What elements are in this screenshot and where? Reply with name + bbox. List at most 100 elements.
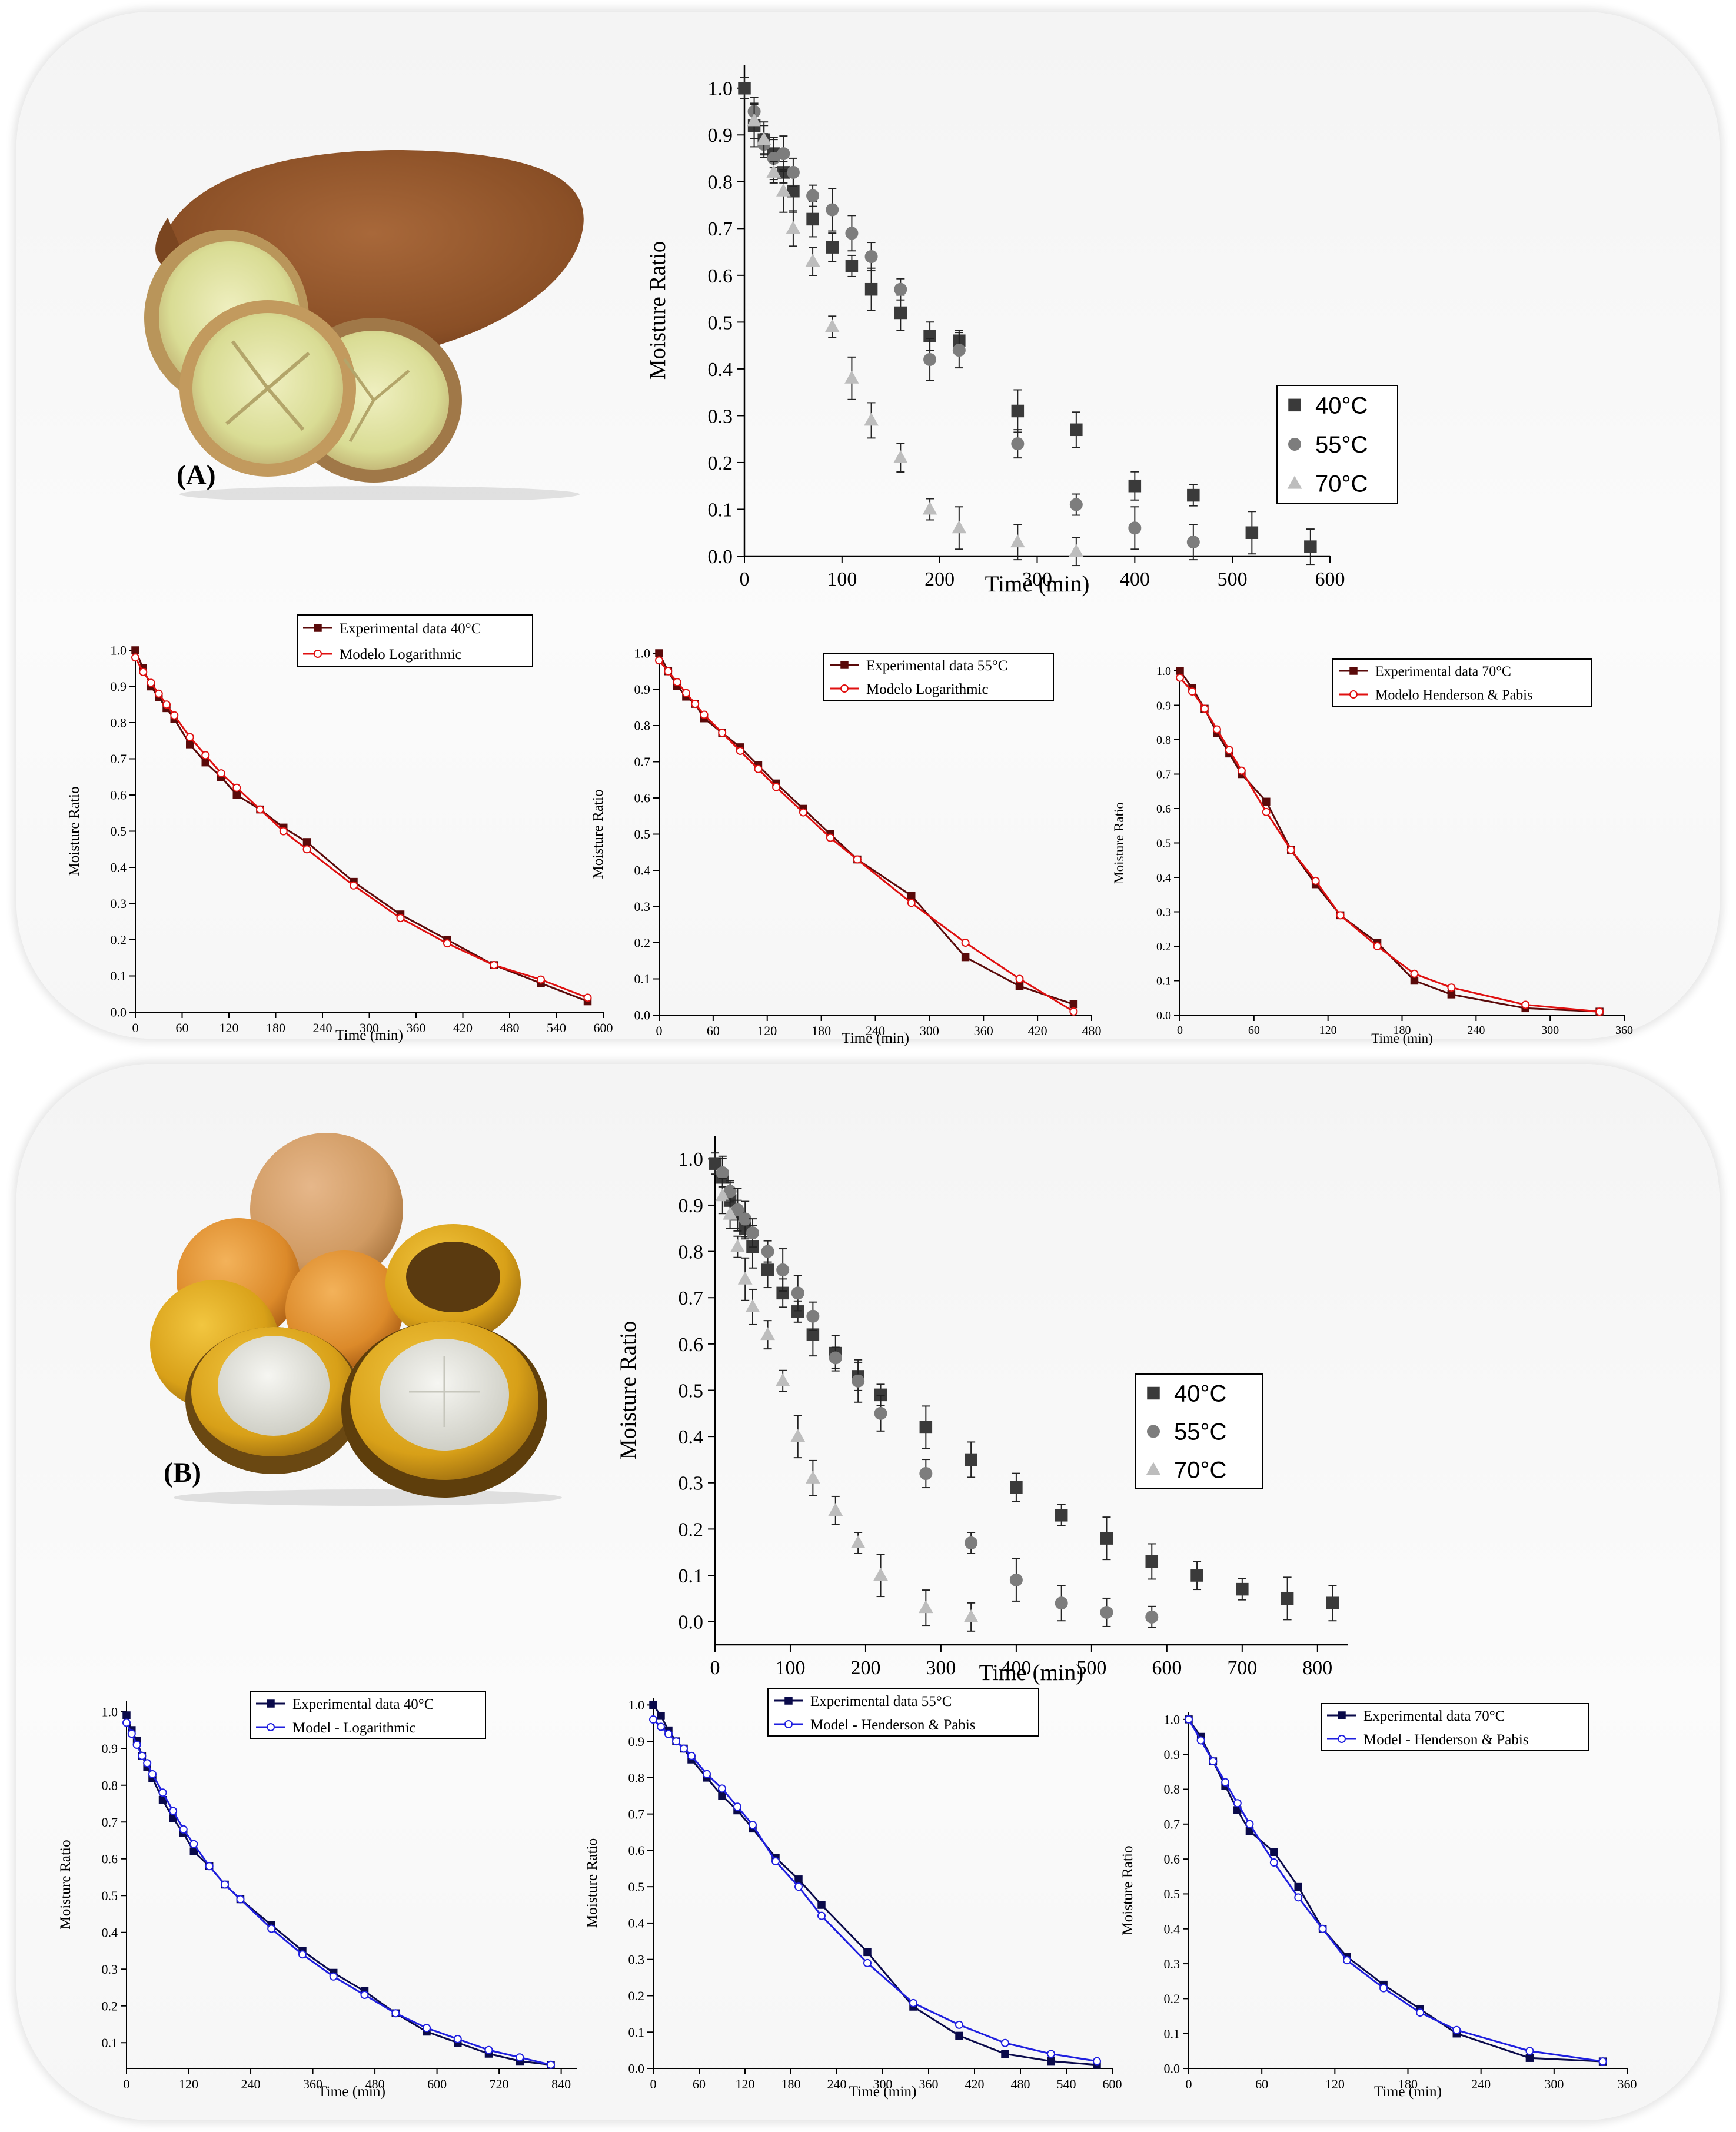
x-axis-title: Time (min) xyxy=(1371,1031,1433,1046)
data-point xyxy=(1010,1481,1023,1494)
data-point xyxy=(189,1840,198,1848)
data-point xyxy=(828,1502,843,1516)
y-tick-label: 0.5 xyxy=(628,1880,645,1894)
x-tick-label: 300 xyxy=(926,1657,956,1679)
x-tick-label: 480 xyxy=(1011,2077,1030,2091)
data-point xyxy=(1410,976,1419,985)
x-tick-label: 200 xyxy=(850,1657,880,1679)
y-tick-label: 0.2 xyxy=(111,933,127,947)
y-axis-title: Moisture Ratio xyxy=(1119,1845,1136,1935)
legend-marker xyxy=(1288,398,1301,412)
legend-label: 40°C xyxy=(1315,393,1368,418)
series-line xyxy=(1179,677,1600,1013)
data-point xyxy=(205,1862,214,1871)
series-line xyxy=(125,1722,551,2066)
data-point xyxy=(132,1741,141,1749)
y-tick-label: 1.0 xyxy=(628,1698,645,1712)
data-point xyxy=(1294,1882,1302,1891)
data-point xyxy=(961,939,970,947)
y-axis-title: Moisture Ratio xyxy=(645,241,670,380)
data-point xyxy=(1525,2054,1534,2062)
series-0 xyxy=(1185,1715,1607,2066)
x-tick-label: 600 xyxy=(427,2077,447,2091)
y-tick-label: 0.7 xyxy=(111,751,127,766)
data-point xyxy=(1187,488,1200,502)
y-tick-label: 0.8 xyxy=(1156,734,1171,747)
data-point xyxy=(423,2024,431,2033)
data-point xyxy=(453,2035,462,2043)
series-1 xyxy=(122,1718,556,2069)
legend-label: Experimental data 55°C xyxy=(866,658,1007,674)
x-tick-label: 300 xyxy=(1544,2077,1564,2091)
round-fruit-photo xyxy=(150,1133,562,1506)
chart-b-fit-55c: 0 60 120 180 240 300 360 420 480 540 600 0.0 0.1 0.2 0… xyxy=(584,1688,1122,2100)
data-point xyxy=(806,212,819,226)
data-point xyxy=(790,1429,806,1442)
legend: Experimental data 70°C Model - Henderson … xyxy=(1321,1703,1589,1751)
x-tick-label: 0 xyxy=(1186,2077,1192,2091)
y-tick-label: 0.9 xyxy=(708,125,733,147)
y-tick-label: 0.7 xyxy=(634,754,651,769)
legend-marker xyxy=(1288,438,1301,451)
x-tick-label: 100 xyxy=(827,568,857,590)
x-tick-label: 360 xyxy=(974,1023,993,1038)
x-tick-label: 600 xyxy=(594,1020,613,1035)
x-tick-label: 60 xyxy=(1248,1024,1260,1037)
legend-label: Model - Henderson & Pabis xyxy=(1363,1732,1529,1748)
x-tick-label: 240 xyxy=(1471,2077,1491,2091)
x-tick-label: 0 xyxy=(656,1023,663,1038)
data-point xyxy=(791,1286,804,1300)
legend-marker xyxy=(314,624,322,632)
data-point xyxy=(186,740,194,749)
data-point xyxy=(863,1948,872,1957)
data-point xyxy=(1069,1000,1078,1009)
data-point xyxy=(1447,990,1456,999)
y-tick-label: 0.3 xyxy=(1164,1957,1180,1971)
data-point xyxy=(718,729,727,737)
y-tick-label: 0.2 xyxy=(679,1519,704,1541)
x-tick-label: 180 xyxy=(1394,1024,1411,1037)
data-point xyxy=(1416,2008,1425,2017)
x-tick-label: 400 xyxy=(1120,568,1150,590)
y-tick-label: 0.9 xyxy=(1156,700,1171,713)
y-tick-label: 0.6 xyxy=(111,788,127,803)
series-0 xyxy=(738,77,1317,566)
x-tick-label: 840 xyxy=(551,2077,571,2091)
y-tick-label: 0.6 xyxy=(102,1851,118,1866)
y-tick-label: 0.2 xyxy=(102,1998,118,2013)
data-point xyxy=(267,1924,276,1933)
data-point xyxy=(1069,498,1083,511)
data-point xyxy=(715,1188,730,1202)
data-point xyxy=(1011,404,1025,418)
plot-area: 0 60 120 180 240 300 360 0.0 0.1 0.2 0.3 0.4 0.5 0.6 0… xyxy=(1112,665,1633,1046)
legend-box xyxy=(297,614,533,667)
series-line xyxy=(652,1704,1098,2066)
data-point xyxy=(919,1467,933,1481)
legend-box xyxy=(1332,658,1592,707)
x-tick-label: 0 xyxy=(740,568,750,590)
data-point xyxy=(1225,746,1233,754)
x-tick-label: 360 xyxy=(1615,1024,1633,1037)
legend-marker xyxy=(1338,1735,1346,1743)
x-tick-label: 60 xyxy=(693,2077,706,2091)
y-tick-label: 0.6 xyxy=(708,265,733,287)
x-tick-label: 400 xyxy=(1001,1657,1031,1679)
x-tick-label: 60 xyxy=(176,1020,189,1035)
y-tick-label: 0.2 xyxy=(1164,1991,1180,2006)
y-tick-label: 0.0 xyxy=(679,1612,704,1634)
y-tick-label: 0.4 xyxy=(679,1426,704,1448)
data-point xyxy=(829,1351,842,1365)
plot-area: 0 60 120 180 240 300 360 420 480 540 600 0.0 0.1 0.2 0… xyxy=(584,1698,1122,2100)
data-point xyxy=(907,892,916,900)
y-tick-label: 0.5 xyxy=(1164,1887,1180,1901)
data-point xyxy=(718,1784,726,1793)
data-point xyxy=(329,1972,338,1981)
y-axis-title: Moisture Ratio xyxy=(590,789,606,879)
legend-box xyxy=(250,1691,486,1739)
series-line xyxy=(1179,670,1600,1013)
data-point xyxy=(1200,704,1209,713)
data-point xyxy=(298,1950,307,1959)
data-point xyxy=(845,260,859,272)
y-tick-label: 1.0 xyxy=(679,1149,704,1170)
x-axis-title: Time (min) xyxy=(849,2083,916,2100)
